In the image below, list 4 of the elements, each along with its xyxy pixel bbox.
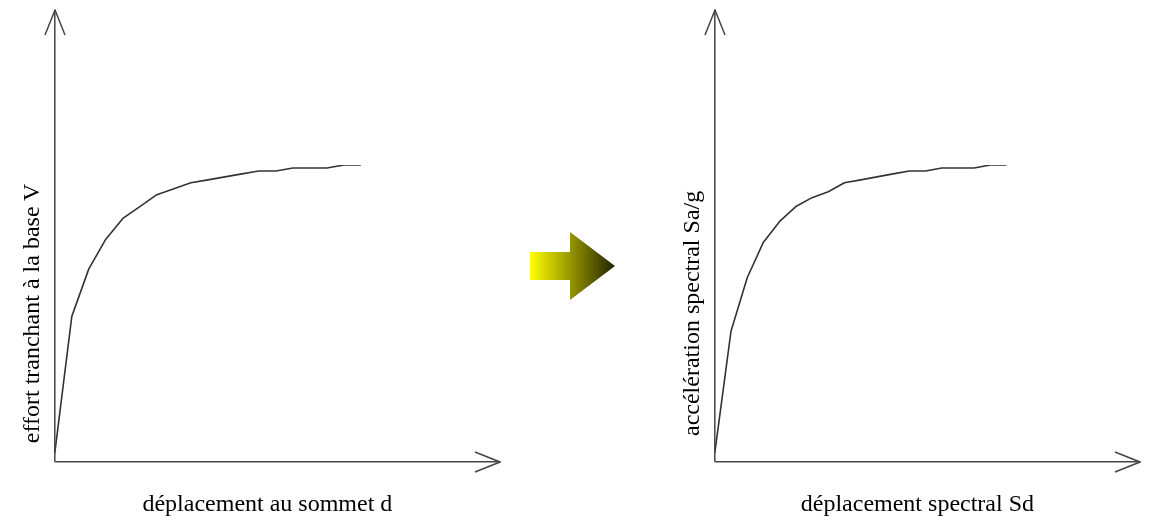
y-axis-title: effort tranchant à la base V (17, 182, 44, 444)
x-axis-title: déplacement spectral Sd (800, 489, 1035, 516)
x-axis-title: déplacement au sommet d (142, 489, 393, 516)
y-axis-title: accélération spectral Sa/g (677, 190, 704, 436)
